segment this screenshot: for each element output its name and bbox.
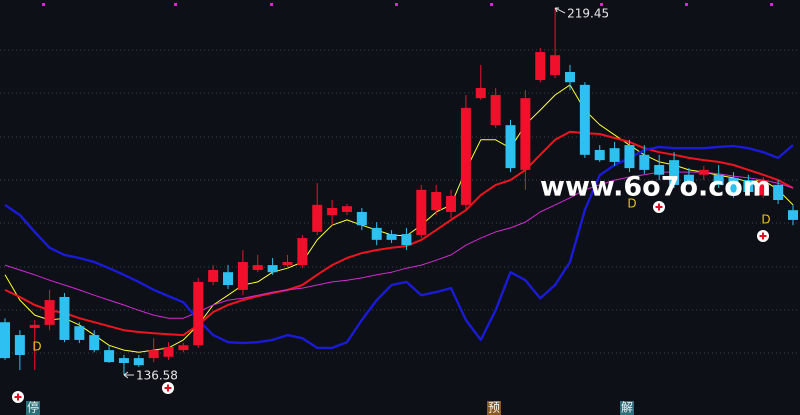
candle-body bbox=[654, 165, 665, 175]
candle-body bbox=[758, 180, 769, 196]
candle-body bbox=[237, 261, 248, 290]
annotation-arrow bbox=[554, 7, 566, 14]
marker: D bbox=[627, 197, 636, 211]
candle-body bbox=[683, 174, 694, 182]
candle-body bbox=[74, 326, 85, 340]
candle-body bbox=[44, 300, 55, 325]
candle-body bbox=[594, 149, 605, 161]
candle-body bbox=[743, 180, 754, 193]
candle-body bbox=[59, 296, 70, 340]
annotation-arrow bbox=[123, 371, 134, 379]
plus-icon-cross bbox=[655, 203, 663, 211]
bottom-label: 解 bbox=[621, 401, 633, 415]
candle-body bbox=[564, 72, 575, 83]
candle-body bbox=[193, 281, 204, 346]
candle-body bbox=[327, 207, 338, 216]
annotation: 219.45 bbox=[567, 7, 609, 21]
candle-body bbox=[208, 269, 219, 282]
grid bbox=[0, 49, 800, 354]
plot: 219.45 136.58 D D D 停 预 解 www.6o7o.com bbox=[0, 7, 798, 415]
candle-body bbox=[29, 324, 40, 328]
dot bbox=[174, 3, 177, 6]
candle-body bbox=[505, 125, 516, 169]
plus-icon-cross bbox=[164, 384, 172, 392]
candle-body bbox=[416, 189, 427, 235]
bottom-label-box bbox=[487, 401, 501, 415]
candle-body bbox=[118, 358, 129, 363]
candle-body bbox=[386, 234, 397, 240]
annotation: 136.58 bbox=[136, 369, 178, 383]
candle-body bbox=[609, 148, 620, 162]
bottom-label-box bbox=[26, 401, 40, 415]
candle-body bbox=[312, 204, 323, 232]
dot bbox=[685, 3, 688, 6]
indicator-line bbox=[4, 130, 794, 337]
candle-body bbox=[148, 350, 159, 359]
candle-body bbox=[356, 211, 367, 226]
candle-body bbox=[401, 234, 412, 246]
watermark: www.6o7o.com bbox=[540, 172, 771, 203]
marker: D bbox=[761, 213, 770, 227]
candle-body bbox=[639, 154, 650, 170]
candle-body bbox=[371, 227, 382, 240]
candle-body bbox=[133, 358, 144, 366]
plus-icon-cross bbox=[14, 393, 22, 401]
candle-body bbox=[773, 184, 784, 200]
candle-body bbox=[14, 335, 25, 355]
candle-body bbox=[446, 196, 457, 212]
candle-body bbox=[341, 206, 352, 212]
top-dots bbox=[42, 3, 773, 6]
dot bbox=[770, 3, 773, 6]
candle-body bbox=[89, 335, 100, 351]
candle-body bbox=[178, 345, 189, 351]
candle-body bbox=[267, 265, 278, 273]
dot bbox=[600, 3, 603, 6]
bottom-label: 停 bbox=[27, 400, 39, 415]
dot bbox=[490, 3, 493, 6]
candle-body bbox=[550, 55, 561, 76]
candle-body bbox=[104, 350, 115, 363]
candle-body bbox=[163, 347, 174, 357]
candle-body bbox=[788, 210, 798, 220]
candle-body bbox=[223, 272, 234, 286]
indicator-line bbox=[4, 144, 794, 350]
candle-body bbox=[520, 98, 531, 170]
bottom-label: 预 bbox=[488, 401, 500, 415]
dot bbox=[395, 3, 398, 6]
candle-body bbox=[297, 238, 308, 266]
candle-body bbox=[624, 145, 635, 169]
candle-body bbox=[475, 87, 486, 99]
marker: D bbox=[32, 340, 41, 354]
candle-body bbox=[669, 160, 680, 185]
candle-body bbox=[252, 265, 263, 270]
candle-body bbox=[0, 322, 10, 359]
candle-body bbox=[282, 261, 293, 266]
candle-body bbox=[535, 52, 546, 80]
candle-body bbox=[490, 95, 501, 126]
dot bbox=[42, 3, 45, 6]
candle-body bbox=[460, 107, 471, 205]
bottom-label-box bbox=[620, 401, 634, 415]
dot bbox=[270, 3, 273, 6]
candle-body bbox=[713, 174, 724, 185]
candle-body bbox=[728, 177, 739, 196]
plus-icon-cross bbox=[759, 232, 767, 240]
candle-body bbox=[698, 169, 709, 175]
candle-body bbox=[431, 192, 442, 211]
candle-body bbox=[579, 84, 590, 155]
indicator-line bbox=[4, 84, 794, 353]
